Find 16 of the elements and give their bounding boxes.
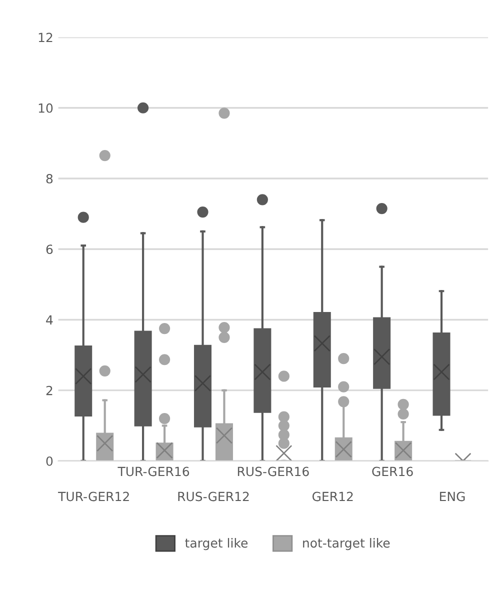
y-tick-label: 10 [38,103,53,113]
x-tick-label: RUS-GER12 [178,492,249,502]
y-tick-label: 6 [46,244,53,254]
x-tick-label: TUR-GER16 [118,466,190,476]
x-tick-label: RUS-GER16 [238,466,309,476]
y-tick-label: 12 [38,32,52,42]
y-tick-label: 8 [46,174,53,184]
x-tick-label: GER12 [312,492,353,502]
y-tick-label: 4 [46,315,53,324]
legend-label: not-target like [303,538,390,550]
y-tick-label: 2 [46,386,52,396]
y-tick-label: 0 [46,456,53,466]
legend-label: target like [185,538,248,550]
x-tick-label: GER16 [372,466,413,476]
x-tick-label: TUR-GER12 [58,492,129,502]
x-tick-label: ENG [440,492,465,502]
